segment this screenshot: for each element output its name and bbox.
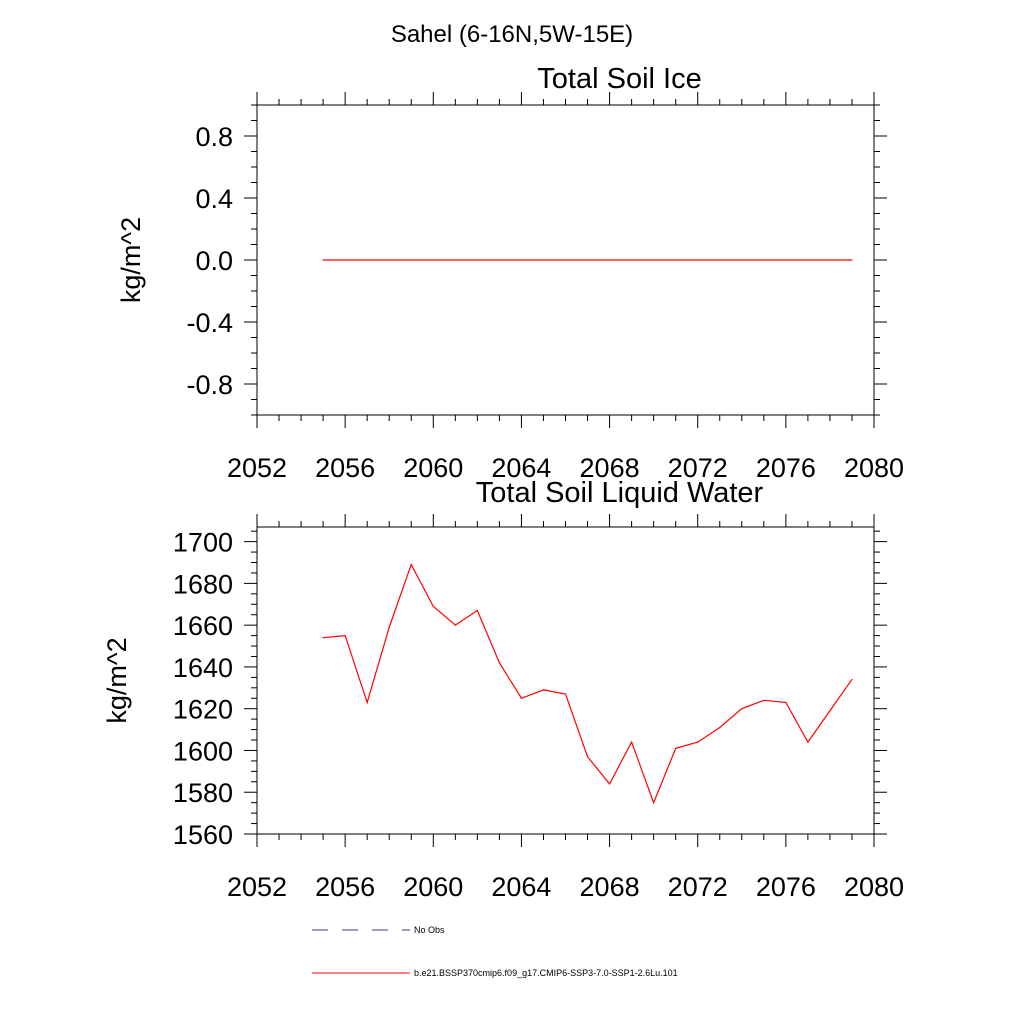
data-point (476, 259, 478, 261)
y-tick-label: 1680 (173, 569, 233, 599)
y-axis-label: kg/m^2 (102, 637, 132, 723)
data-point (520, 697, 523, 699)
figure-suptitle: Sahel (6-16N,5W-15E) (391, 21, 633, 48)
data-point (631, 259, 633, 261)
data-point (851, 678, 853, 681)
y-tick-label: 1560 (173, 820, 233, 850)
x-tick-label: 2076 (756, 872, 816, 902)
data-point (344, 634, 346, 637)
y-tick-label: 0.4 (195, 184, 233, 214)
data-point (829, 710, 831, 712)
data-point (498, 259, 500, 261)
data-point (807, 741, 809, 743)
y-tick-label: -0.8 (186, 370, 233, 400)
data-point (586, 259, 589, 261)
data-point (366, 701, 368, 704)
x-tick-label: 2060 (403, 453, 463, 483)
data-point (807, 259, 809, 261)
y-tick-label: 1660 (173, 611, 233, 641)
x-tick-label: 2060 (403, 872, 463, 902)
y-tick-label: 1580 (173, 778, 233, 808)
data-point (410, 563, 412, 566)
plot-frame (256, 526, 875, 835)
data-point (542, 259, 545, 261)
chart-title: Total Soil Liquid Water (476, 477, 764, 509)
x-tick-label: 2052 (227, 453, 287, 483)
data-point (432, 605, 434, 607)
panel-total-soil-ice: Total Soil Ice 2052 2056 2060 2064 2068 2072 20… (116, 63, 904, 483)
data-point (366, 259, 368, 261)
data-point (322, 637, 324, 639)
x-tick-label: 2056 (315, 453, 375, 483)
data-point (608, 783, 611, 785)
data-point (586, 756, 589, 758)
y-axis-label: kg/m^2 (116, 217, 146, 303)
x-tick-label: 2064 (491, 872, 551, 902)
data-point (851, 259, 853, 261)
data-point (454, 624, 456, 626)
data-point (719, 726, 721, 729)
y-tick-label: 1700 (173, 528, 233, 558)
data-point (344, 259, 346, 261)
data-point (763, 259, 765, 261)
data-point (520, 259, 523, 261)
data-point (454, 259, 456, 261)
data-point (653, 802, 655, 804)
y-tick-label: -0.4 (186, 308, 233, 338)
data-point (322, 259, 324, 261)
data-point (675, 259, 677, 261)
data-point (388, 626, 390, 628)
x-tick-label: 2072 (668, 872, 728, 902)
data-point (763, 699, 765, 701)
data-point (410, 259, 412, 261)
data-point (741, 708, 743, 710)
series-line (323, 563, 853, 805)
x-tick-label: 2064 (491, 453, 551, 483)
y-tick-label: 0.0 (195, 246, 233, 276)
x-tick-label: 2068 (580, 453, 640, 483)
data-point (741, 259, 743, 261)
x-tick-label: 2076 (756, 453, 816, 483)
y-tick-label: 1600 (173, 736, 233, 766)
data-point (785, 701, 787, 704)
data-point (697, 741, 699, 743)
legend: No Obs b.e21.BSSP370cmip6.f09_g17.CMIP6-… (312, 925, 678, 978)
data-point (432, 259, 434, 261)
x-tick-label: 2080 (844, 872, 904, 902)
data-point (476, 609, 478, 612)
x-tick-label: 2068 (580, 872, 640, 902)
data-point (388, 259, 390, 261)
data-point (829, 259, 831, 261)
legend-label-model-run: b.e21.BSSP370cmip6.f09_g17.CMIP6-SSP3-7.… (414, 968, 678, 978)
legend-label-no-obs: No Obs (414, 925, 445, 935)
data-point (564, 693, 567, 695)
y-tick-label: 1620 (173, 695, 233, 725)
data-point (719, 259, 721, 261)
x-tick-label: 2072 (668, 453, 728, 483)
data-point (697, 259, 699, 261)
data-point (498, 662, 500, 664)
x-tick-label: 2056 (315, 872, 375, 902)
y-tick-label: 0.8 (195, 122, 233, 152)
data-point (675, 747, 677, 749)
data-point (653, 259, 655, 261)
data-point (631, 741, 633, 743)
data-point (542, 689, 545, 691)
data-point (564, 259, 567, 261)
data-point (785, 259, 787, 261)
x-tick-label: 2080 (844, 453, 904, 483)
chart-title: Total Soil Ice (537, 63, 701, 95)
x-tick-label: 2052 (227, 872, 287, 902)
y-tick-label: 1640 (173, 653, 233, 683)
data-point (608, 259, 611, 261)
panel-total-soil-liquid-water: Total Soil Liquid Water 2052 2056 2060 2064 2… (102, 477, 904, 902)
